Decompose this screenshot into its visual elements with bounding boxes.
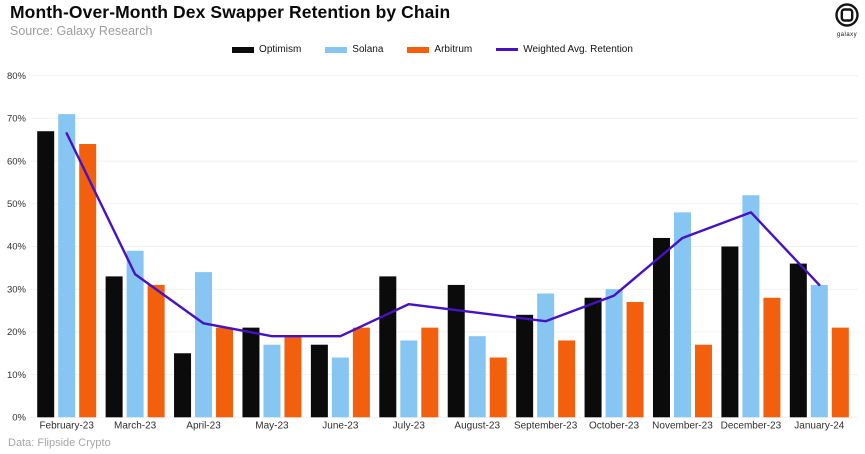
bar-solana-april-23 [195,272,213,418]
x-axis-label-september-23: September-23 [514,421,578,432]
galaxy-logo: galaxy [826,2,865,38]
y-tick-label-40: 40% [7,242,27,253]
bar-optimism-november-23 [652,237,670,418]
legend-label-optimism: Optimism [259,44,302,55]
bar-solana-june-23 [331,357,349,418]
x-axis-label-november-23: November-23 [652,421,713,432]
bar-solana-march-23 [126,250,144,418]
legend-swatch-weighted-avg-retention [496,48,519,51]
bar-optimism-june-23 [310,344,328,418]
legend-label-arbitrum: Arbitrum [434,44,473,55]
y-tick-label-0: 0% [12,413,26,424]
bar-arbitrum-april-23 [216,327,234,418]
x-axis-label-february-23: February-23 [39,421,94,432]
bar-arbitrum-september-23 [558,340,576,418]
bar-optimism-december-23 [721,246,739,418]
y-tick-label-60: 60% [7,156,27,167]
bar-optimism-october-23 [584,297,602,418]
x-axis-label-december-23: December-23 [721,421,782,432]
legend-item-solana: Solana [325,44,383,55]
x-axis-label-january-24: January-24 [794,421,844,432]
bar-arbitrum-july-23 [421,327,439,418]
y-tick-label-20: 20% [7,327,27,338]
x-axis-label-june-23: June-23 [322,421,359,432]
legend-label-weighted-avg-retention: Weighted Avg. Retention [523,44,633,55]
y-tick-label-80: 80% [7,71,27,82]
y-tick-label-10: 10% [7,370,27,381]
source-caption: Source: Galaxy Research [10,24,153,38]
x-axis-label-october-23: October-23 [589,421,639,432]
x-axis-label-august-23: August-23 [454,421,500,432]
bar-solana-may-23 [263,344,281,418]
bar-solana-september-23 [537,293,555,418]
bar-optimism-january-24 [789,263,807,418]
galaxy-logo-icon [835,3,859,27]
bar-arbitrum-january-24 [831,327,849,418]
bar-arbitrum-june-23 [352,327,370,418]
bar-optimism-august-23 [447,284,465,418]
bar-solana-february-23 [58,114,76,418]
bar-solana-november-23 [673,212,691,418]
x-axis-label-april-23: April-23 [186,421,221,432]
legend-item-arbitrum: Arbitrum [407,44,472,55]
chart-legend: Optimism Solana Arbitrum Weighted Avg. Rete… [0,44,865,55]
bar-optimism-september-23 [516,314,534,418]
legend-item-optimism: Optimism [232,44,301,55]
legend-label-solana: Solana [352,44,384,55]
bar-arbitrum-february-23 [79,144,97,418]
data-source-caption: Data: Flipside Crypto [8,437,111,449]
y-tick-label-50: 50% [7,199,27,210]
x-axis-label-july-23: July-23 [393,421,426,432]
bar-arbitrum-october-23 [626,302,644,418]
y-tick-label-70: 70% [7,114,27,125]
bar-arbitrum-august-23 [489,357,507,418]
x-axis-label-march-23: March-23 [114,421,157,432]
bar-optimism-february-23 [37,131,55,418]
weighted-avg-retention-line [65,132,821,338]
bar-arbitrum-march-23 [147,284,165,418]
y-tick-label-30: 30% [7,284,27,295]
bar-solana-august-23 [468,336,486,418]
legend-swatch-solana [325,46,348,53]
bar-arbitrum-december-23 [763,297,781,418]
legend-item-weighted-avg-retention: Weighted Avg. Retention [496,44,633,55]
bar-solana-july-23 [400,340,418,418]
bar-solana-january-24 [810,284,828,418]
bar-optimism-july-23 [379,276,397,418]
legend-swatch-optimism [232,46,255,53]
bar-optimism-may-23 [242,327,260,418]
bar-arbitrum-november-23 [694,344,712,418]
x-axis-label-may-23: May-23 [255,421,289,432]
bar-solana-december-23 [742,195,760,418]
legend-swatch-arbitrum [407,46,430,53]
galaxy-logo-label: galaxy [836,32,858,38]
bar-optimism-march-23 [105,276,123,418]
bar-arbitrum-may-23 [284,336,302,418]
bar-optimism-april-23 [174,353,192,418]
bar-solana-october-23 [605,289,623,418]
page-title: Month-Over-Month Dex Swapper Retention b… [10,2,451,22]
